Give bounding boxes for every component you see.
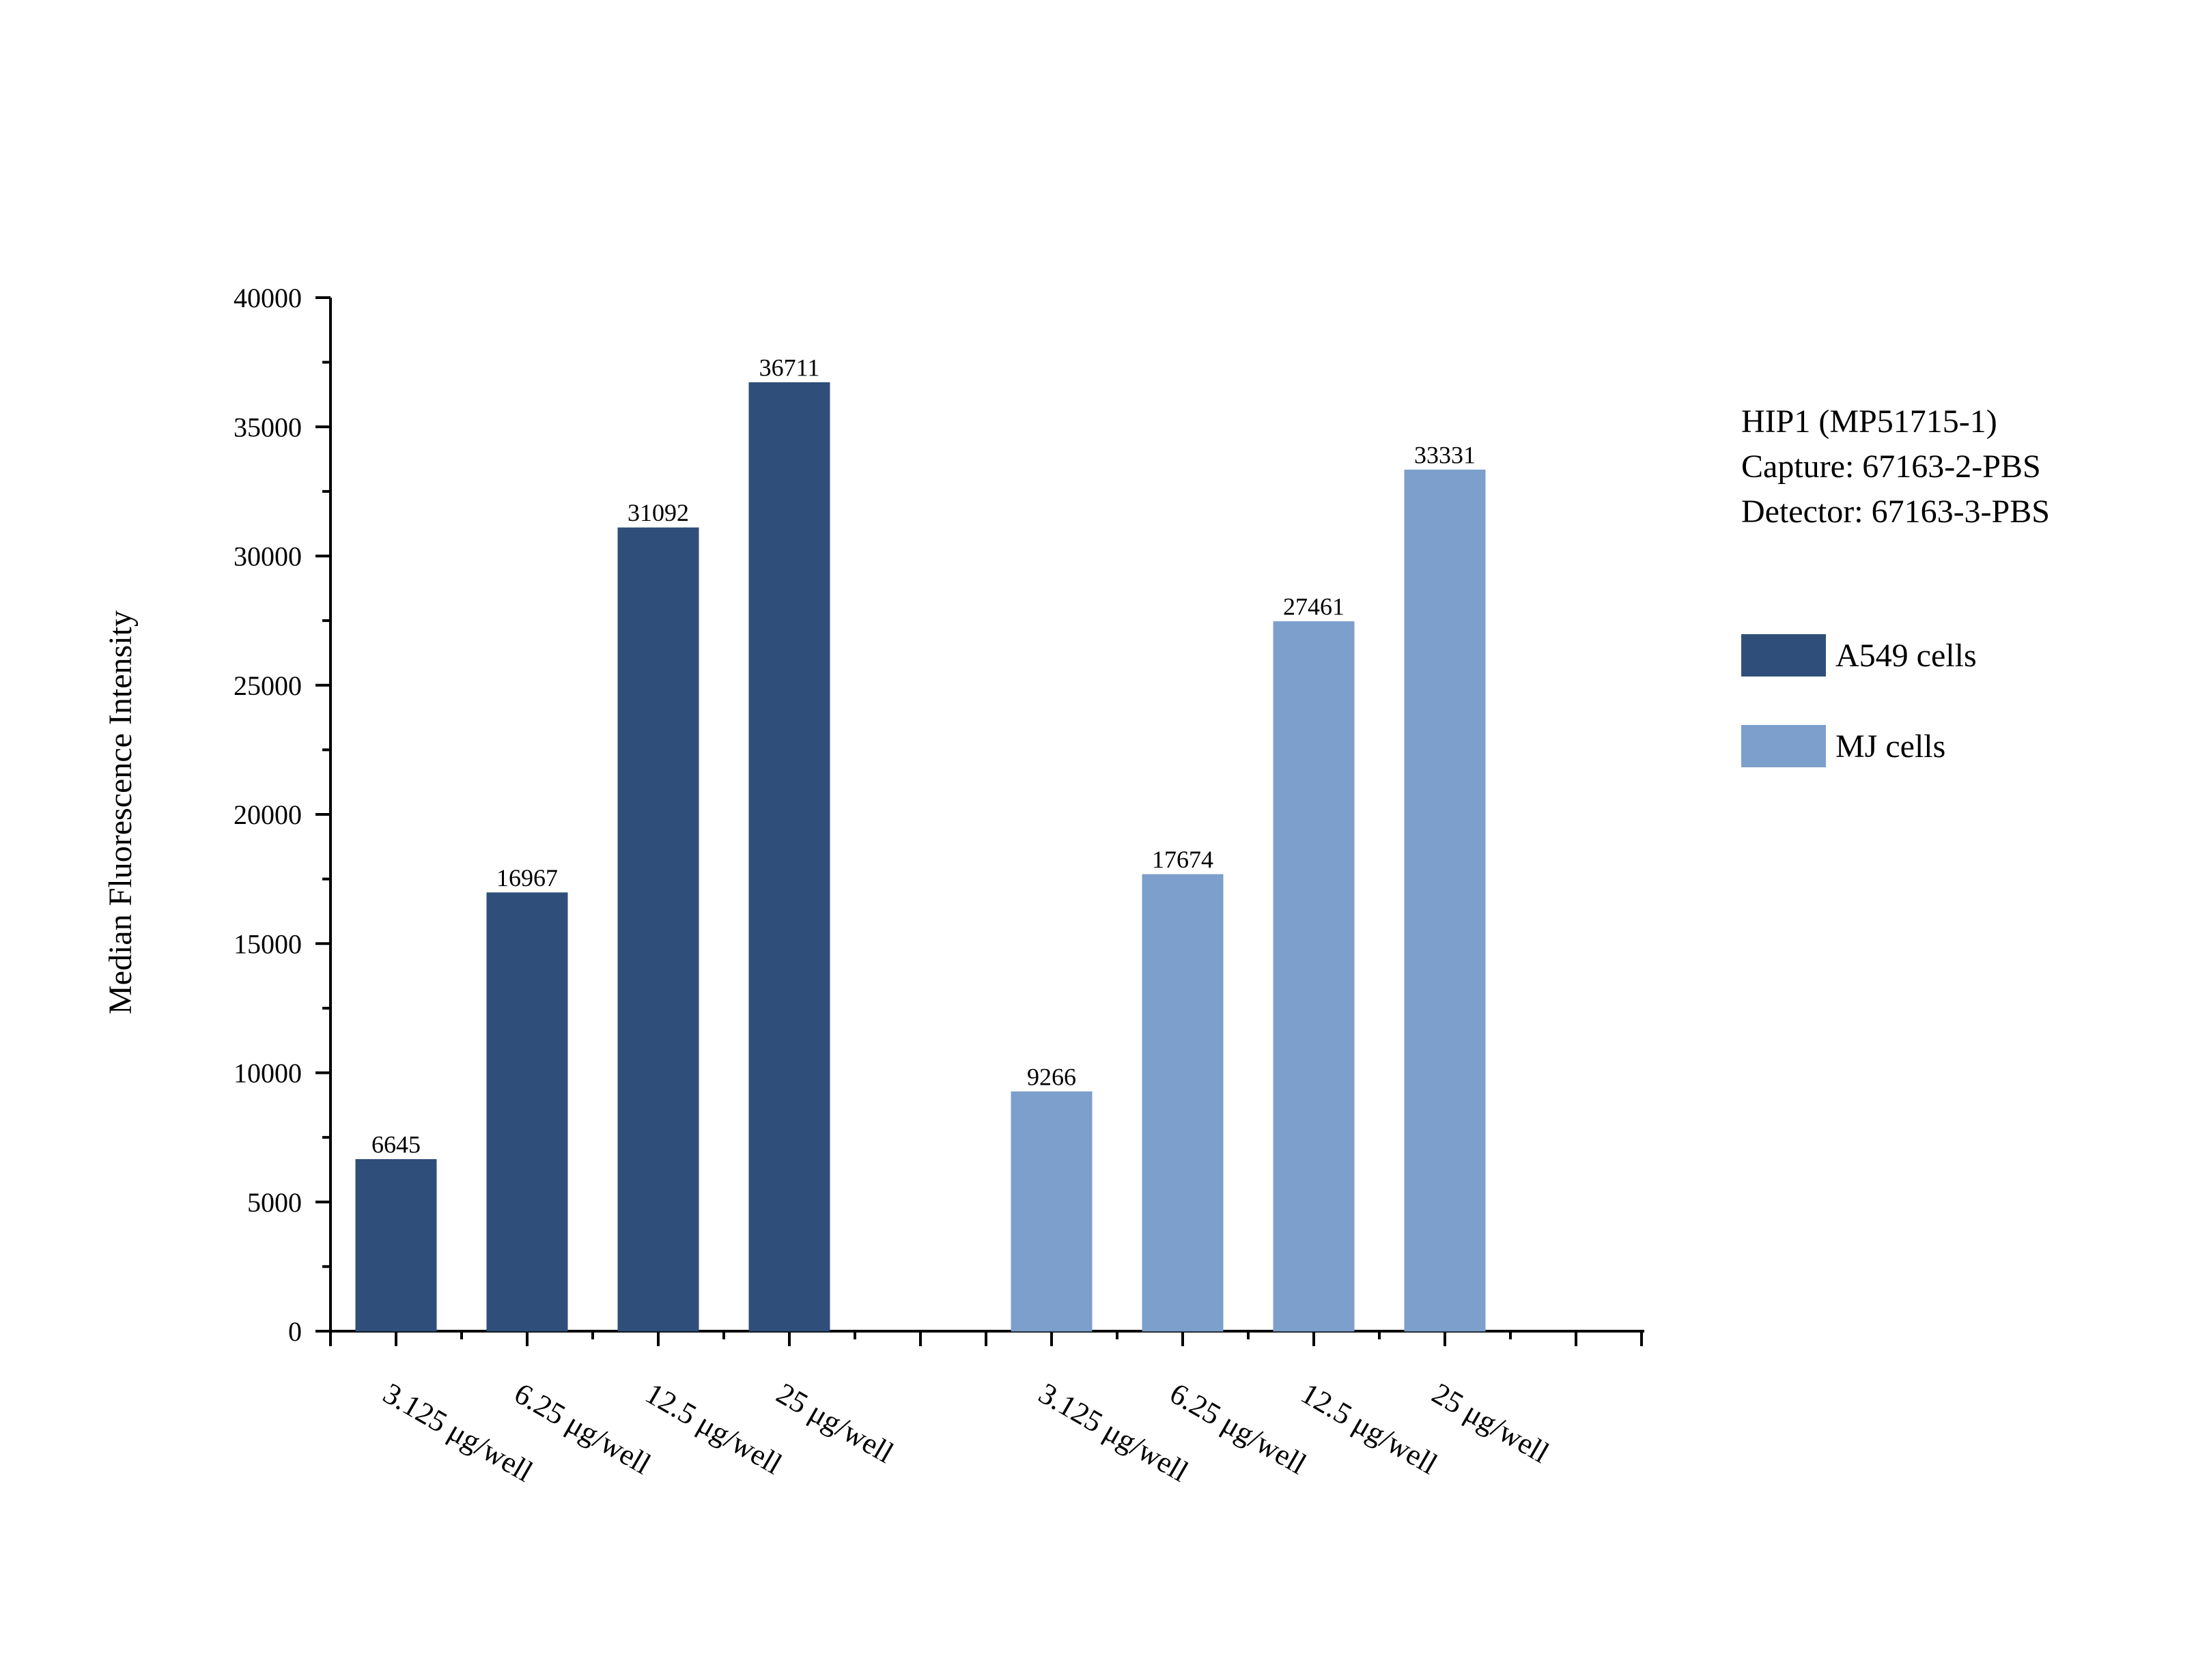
- annotation-line-2: Capture: 67163-2-PBS: [1741, 449, 2041, 485]
- legend-label-a549: A549 cells: [1835, 637, 1977, 674]
- bar-mj-2: [1142, 874, 1224, 1332]
- annotation-line-3: Detector: 67163-3-PBS: [1741, 494, 2050, 530]
- bar-a549-4: [748, 382, 830, 1332]
- data-label: 31092: [628, 499, 689, 526]
- bar-a549-3: [617, 527, 699, 1332]
- bar-mj-3: [1273, 621, 1355, 1332]
- x-tick-label: 25 μg/well: [1426, 1376, 1555, 1470]
- data-label: 17674: [1152, 846, 1213, 873]
- y-tick-label: 40000: [234, 283, 302, 313]
- bar-mj-1: [1011, 1091, 1093, 1332]
- data-label: 9266: [1027, 1063, 1076, 1090]
- x-tick-label: 12.5 μg/well: [1295, 1376, 1443, 1481]
- y-tick-label: 10000: [234, 1058, 302, 1089]
- legend-item-a549: A549 cells: [1741, 633, 1977, 677]
- y-axis-label: Median Fluorescence Intensity: [102, 610, 139, 1014]
- data-label: 6645: [371, 1130, 421, 1158]
- bars: [355, 382, 1486, 1332]
- y-tick-label: 5000: [247, 1187, 302, 1218]
- y-tick-label: 15000: [234, 928, 302, 959]
- chart-annotation: HIP1 (MP51715-1) Capture: 67163-2-PBS De…: [1741, 399, 2050, 535]
- data-label: 36711: [759, 354, 820, 381]
- data-label: 27461: [1283, 593, 1345, 621]
- data-label: 16967: [496, 864, 558, 892]
- x-tick-label: 25 μg/well: [771, 1376, 899, 1470]
- y-tick-label: 25000: [234, 670, 302, 701]
- x-tick-label: 12.5 μg/well: [640, 1376, 787, 1481]
- bar-a549-2: [486, 892, 568, 1332]
- y-tick-label: 0: [288, 1316, 302, 1347]
- axes: 0 5000 10000 15000 20000 25000 30000 35000 40000: [234, 283, 1644, 1347]
- legend-swatch-a549: [1741, 634, 1826, 677]
- bar-mj-4: [1404, 469, 1486, 1332]
- x-tick-label: 3.125 μg/well: [1033, 1376, 1194, 1488]
- x-tick-label: 3.125 μg/well: [378, 1376, 538, 1488]
- annotation-line-1: HIP1 (MP51715-1): [1741, 403, 1997, 440]
- bar-a549-1: [355, 1158, 437, 1332]
- legend-item-mj: MJ cells: [1741, 724, 1945, 768]
- legend-label-mj: MJ cells: [1835, 728, 1946, 765]
- legend-swatch-mj: [1741, 725, 1826, 767]
- y-tick-label: 35000: [234, 412, 302, 442]
- y-tick-label: 30000: [234, 541, 302, 572]
- y-tick-label: 20000: [234, 799, 302, 830]
- data-label: 33331: [1414, 441, 1476, 468]
